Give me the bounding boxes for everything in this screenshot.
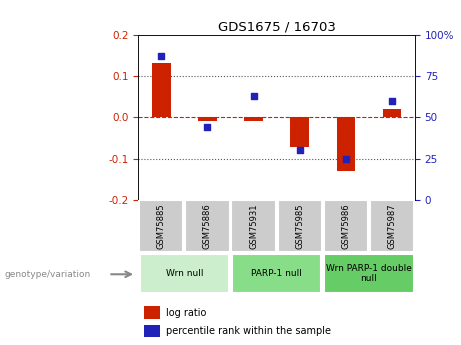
Bar [140,254,229,293]
Point [296,148,303,153]
Bar [198,117,217,121]
Bar [337,117,355,171]
Text: genotype/variation: genotype/variation [5,270,91,279]
Bar [144,325,160,337]
Bar [139,200,183,252]
Bar [231,200,276,252]
Text: GSM75931: GSM75931 [249,203,258,249]
Point [204,125,211,130]
Text: GSM75985: GSM75985 [295,203,304,249]
Text: GSM75886: GSM75886 [203,203,212,249]
Point [388,98,396,104]
Bar [152,63,171,117]
Text: GSM75987: GSM75987 [387,203,396,249]
Bar [144,306,160,319]
Bar [244,117,263,121]
Bar [370,200,414,252]
Text: Wrn null: Wrn null [165,269,203,278]
Text: log ratio: log ratio [166,308,207,317]
Point [342,156,349,161]
Text: PARP-1 null: PARP-1 null [251,269,302,278]
Title: GDS1675 / 16703: GDS1675 / 16703 [218,20,336,33]
Text: Wrn PARP-1 double
null: Wrn PARP-1 double null [326,264,412,283]
Text: percentile rank within the sample: percentile rank within the sample [166,326,331,336]
Bar [324,200,368,252]
Text: GSM75885: GSM75885 [157,203,166,249]
Point [250,93,257,99]
Point [158,53,165,59]
Text: GSM75986: GSM75986 [341,203,350,249]
Bar [278,200,322,252]
Bar [383,109,401,117]
Bar [324,254,414,293]
Bar [185,200,230,252]
Bar [232,254,321,293]
Bar [290,117,309,147]
